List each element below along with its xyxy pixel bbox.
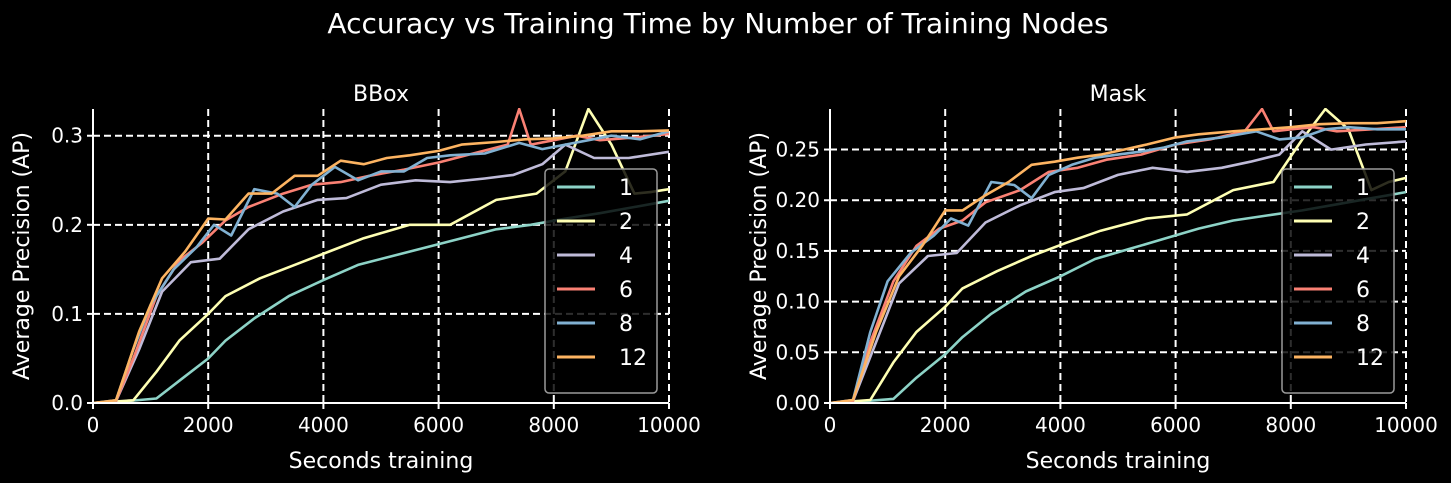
mask-legend-label-1: 1: [1356, 176, 1370, 201]
mask-series-line-6: [830, 108, 1406, 404]
bbox-y-tick-label: 0.2: [51, 213, 83, 237]
mask-legend-label-12: 12: [1356, 346, 1384, 371]
bbox-x-tick-label: 4000: [298, 413, 349, 437]
bbox-legend-frame: [544, 168, 658, 394]
mask-y-tick-label: 0.25: [775, 138, 820, 162]
mask-x-tick-label: 0: [824, 413, 837, 437]
mask-legend-frame: [1281, 168, 1395, 394]
mask-x-axis-label: Seconds training: [1026, 449, 1211, 474]
bbox-x-tick-label: 8000: [528, 413, 579, 437]
mask-panel: 0 2000 4000 6000 8000 10000 0.00 0.05 0.10 0.15 0.…: [747, 82, 1438, 474]
mask-y-tick-label: 0.10: [775, 290, 820, 314]
bbox-y-axis-label: Average Precision (AP): [10, 132, 35, 380]
mask-legend-label-8: 8: [1356, 312, 1370, 337]
mask-legend-label-2: 2: [1356, 210, 1370, 235]
bbox-y-tick-label: 0.0: [51, 391, 83, 415]
mask-series-line-8: [830, 125, 1406, 404]
figure-suptitle: Accuracy vs Training Time by Number of T…: [327, 7, 1108, 40]
mask-y-tick-label: 0.05: [775, 340, 820, 364]
mask-x-tick-label: 8000: [1265, 413, 1316, 437]
bbox-x-axis-label: Seconds training: [289, 449, 474, 474]
mask-series-line-2: [830, 108, 1406, 404]
bbox-x-tick-label: 10000: [637, 413, 701, 437]
mask-x-tick-label: 10000: [1374, 413, 1438, 437]
mask-y-tick-label: 0.20: [775, 188, 820, 212]
bbox-y-tick-label: 0.1: [51, 302, 83, 326]
bbox-x-tick-label: 6000: [413, 413, 464, 437]
bbox-x-tick-label: 2000: [183, 413, 234, 437]
mask-y-tick-label: 0.15: [775, 239, 820, 263]
mask-y-tick-label: 0.00: [775, 391, 820, 415]
mask-x-tick-label: 2000: [920, 413, 971, 437]
bbox-legend-label-12: 12: [619, 346, 647, 371]
bbox-series-line-8: [93, 130, 669, 404]
bbox-x-tick-label: 0: [87, 413, 100, 437]
bbox-legend-label-6: 6: [619, 278, 633, 303]
mask-y-axis-label: Average Precision (AP): [747, 132, 772, 380]
bbox-panel: 0 2000 4000 6000 8000 10000 0.0 0.1 0.2 0.3 BBox Se…: [10, 82, 701, 474]
mask-panel-title: Mask: [1090, 82, 1147, 107]
mask-series-line-4: [830, 130, 1406, 404]
mask-legend-label-4: 4: [1356, 244, 1370, 269]
bbox-panel-title: BBox: [353, 82, 409, 107]
mask-series-line-12: [830, 119, 1406, 404]
bbox-y-tick-label: 0.3: [51, 124, 83, 148]
bbox-legend-label-2: 2: [619, 210, 633, 235]
mask-x-tick-label: 6000: [1150, 413, 1201, 437]
bbox-series-group: [93, 108, 669, 404]
bbox-series-line-12: [93, 129, 669, 404]
bbox-series-line-4: [93, 143, 669, 404]
bbox-legend-label-1: 1: [619, 176, 633, 201]
mask-legend-label-6: 6: [1356, 278, 1370, 303]
bbox-legend-label-4: 4: [619, 244, 633, 269]
bbox-legend-label-8: 8: [619, 312, 633, 337]
mask-x-tick-label: 4000: [1035, 413, 1086, 437]
